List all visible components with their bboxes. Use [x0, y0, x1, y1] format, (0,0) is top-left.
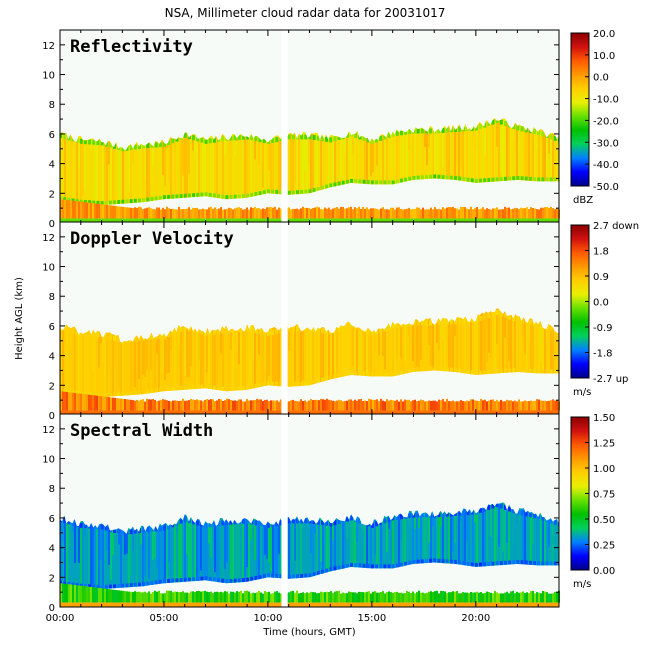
- y-tick-label: 10: [42, 455, 55, 466]
- colorbar: [570, 32, 590, 187]
- panel-title: Spectral Width: [70, 421, 213, 441]
- colorbar-tick-label: 0.9: [593, 272, 609, 283]
- panel-3: 0 2 4 6 8 10 12 00:00 05:00 10:00 15:00 20:00 Spectr…: [42, 413, 615, 638]
- x-tick-label: 15:00: [357, 613, 386, 624]
- y-tick-label: 10: [42, 71, 55, 82]
- y-tick-label: 0: [49, 411, 55, 422]
- colorbar-tick-label: 1.50: [593, 413, 615, 424]
- y-tick-label: 8: [49, 292, 55, 303]
- low-cloud-band: [60, 391, 560, 411]
- colorbar-tick-label: -30.0: [593, 138, 619, 149]
- colorbar-tick-label: 0.0: [593, 73, 609, 84]
- colorbar-tick-label: 0.50: [593, 515, 615, 526]
- panel-2: 0 2 4 6 8 10 12 Doppler Velocity Height AGL (km)…: [14, 221, 639, 422]
- colorbar-unit: dBZ: [573, 195, 593, 206]
- x-tick-label: 20:00: [461, 613, 490, 624]
- y-tick-label: 4: [49, 544, 55, 555]
- colorbar-tick-label: -20.0: [593, 116, 619, 127]
- y-tick-label: 8: [49, 100, 55, 111]
- y-tick-label: 0: [49, 603, 55, 614]
- colorbar-tick-label: -0.9: [593, 323, 613, 334]
- colorbar-unit: m/s: [573, 387, 591, 398]
- data-gap: [281, 414, 288, 607]
- data-gap: [281, 30, 288, 223]
- x-axis-label: Time (hours, GMT): [262, 627, 356, 638]
- low-cloud-band: [60, 199, 560, 219]
- y-tick-label: 4: [49, 352, 55, 363]
- colorbar-tick-label: 0.0: [593, 298, 609, 309]
- colorbar-tick-label: 20.0: [593, 29, 615, 40]
- y-tick-label: 12: [42, 41, 55, 52]
- colorbar-tick-label: 0.25: [593, 541, 615, 552]
- y-tick-label: 6: [49, 322, 55, 333]
- panel-title: Reflectivity: [70, 37, 193, 57]
- colorbar-tick-label: 10.0: [593, 51, 615, 62]
- y-tick-label: 6: [49, 514, 55, 525]
- figure-title: NSA, Millimeter cloud radar data for 200…: [165, 6, 446, 20]
- y-tick-label: 12: [42, 425, 55, 436]
- y-tick-label: 2: [49, 381, 55, 392]
- colorbar-tick-label: 1.00: [593, 464, 615, 475]
- colorbar-tick-label: 0.75: [593, 490, 615, 501]
- y-tick-label: 2: [49, 189, 55, 200]
- panel-title: Doppler Velocity: [70, 229, 234, 249]
- colorbar-tick-label: -10.0: [593, 95, 619, 106]
- data-gap: [281, 222, 288, 415]
- colorbar-tick-label: -50.0: [593, 182, 619, 193]
- low-cloud-band: [60, 583, 560, 603]
- y-tick-label: 2: [49, 573, 55, 584]
- colorbar-tick-label: -2.7 up: [593, 374, 628, 385]
- y-tick-label: 0: [49, 219, 55, 230]
- x-tick-label: 00:00: [46, 613, 75, 624]
- colorbar-tick-label: 0.00: [593, 566, 615, 577]
- y-tick-label: 12: [42, 233, 55, 244]
- y-tick-label: 8: [49, 484, 55, 495]
- colorbar-tick-label: -1.8: [593, 349, 613, 360]
- y-tick-label: 10: [42, 263, 55, 274]
- colorbar-tick-label: 1.8: [593, 247, 609, 258]
- colorbar-tick-label: 2.7 down: [593, 221, 639, 232]
- colorbar-unit: m/s: [573, 579, 591, 590]
- y-tick-label: 4: [49, 160, 55, 171]
- x-tick-label: 10:00: [254, 613, 283, 624]
- colorbar-tick-label: 1.25: [593, 439, 615, 450]
- y-tick-label: 6: [49, 130, 55, 141]
- x-tick-label: 05:00: [150, 613, 179, 624]
- panel-1: 0 2 4 6 8 10 12 Reflectivity 20.0 10.0 0.0 -10.0 -20…: [42, 29, 619, 230]
- colorbar-tick-label: -40.0: [593, 160, 619, 171]
- y-axis-label: Height AGL (km): [14, 277, 25, 360]
